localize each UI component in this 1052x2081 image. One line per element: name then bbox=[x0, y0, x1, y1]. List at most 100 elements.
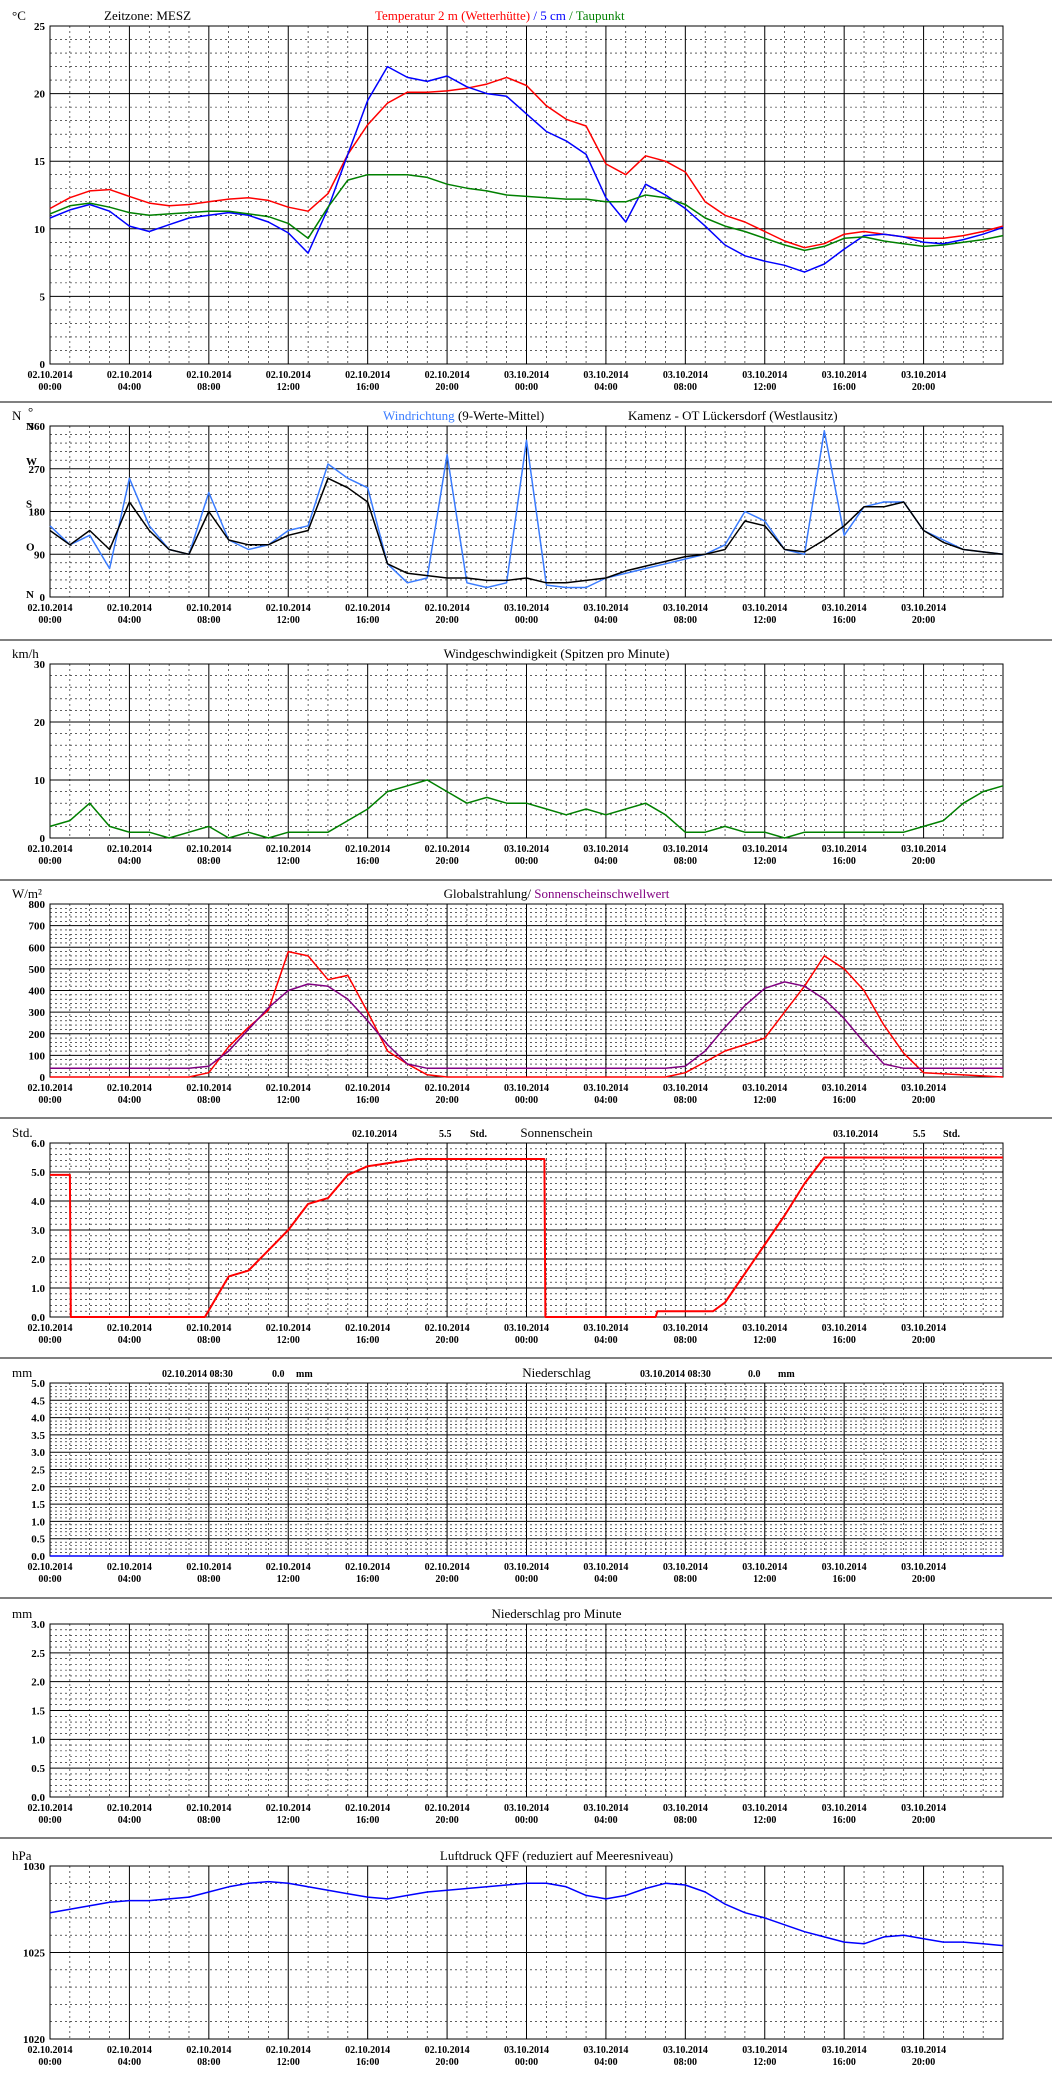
chart-title: Niederschlag bbox=[522, 1365, 591, 1380]
unit-label: mm bbox=[12, 1365, 32, 1380]
y-tick-label: 700 bbox=[29, 921, 46, 933]
y-tick-label: 25 bbox=[34, 21, 46, 33]
x-tick-date: 02.10.2014 bbox=[107, 2045, 152, 2056]
x-tick-time: 04:00 bbox=[594, 1095, 617, 1106]
x-tick-date: 03.10.2014 bbox=[583, 1323, 628, 1334]
x-tick-date: 03.10.2014 bbox=[663, 1562, 708, 1573]
x-tick-date: 03.10.2014 bbox=[742, 844, 787, 855]
y-tick-label: 10 bbox=[34, 224, 46, 236]
unit-degree: ° bbox=[28, 404, 33, 419]
chart-title: Niederschlag pro Minute bbox=[492, 1606, 622, 1621]
x-tick-date: 03.10.2014 bbox=[583, 1562, 628, 1573]
x-tick-date: 03.10.2014 bbox=[583, 603, 628, 614]
x-tick-date: 03.10.2014 bbox=[583, 2045, 628, 2056]
x-tick-date: 02.10.2014 bbox=[28, 844, 73, 855]
x-tick-time: 08:00 bbox=[197, 1815, 220, 1826]
x-tick-date: 02.10.2014 bbox=[186, 1803, 231, 1814]
x-tick-time: 04:00 bbox=[118, 1815, 141, 1826]
x-tick-date: 02.10.2014 bbox=[186, 844, 231, 855]
x-tick-date: 02.10.2014 bbox=[345, 603, 390, 614]
x-tick-date: 03.10.2014 bbox=[504, 844, 549, 855]
x-tick-date: 02.10.2014 bbox=[425, 603, 470, 614]
x-tick-time: 04:00 bbox=[118, 615, 141, 626]
y-tick-label: 3.5 bbox=[31, 1430, 45, 1442]
x-tick-time: 20:00 bbox=[435, 856, 458, 867]
annotation-value: 0.0 bbox=[748, 1369, 761, 1380]
x-tick-date: 02.10.2014 bbox=[345, 844, 390, 855]
x-tick-time: 04:00 bbox=[594, 382, 617, 393]
x-tick-date: 02.10.2014 bbox=[425, 844, 470, 855]
y-tick-label: 1025 bbox=[23, 1948, 46, 1960]
y-tick-label: 0 bbox=[40, 359, 46, 371]
x-tick-date: 02.10.2014 bbox=[266, 1323, 311, 1334]
x-tick-time: 08:00 bbox=[674, 615, 697, 626]
x-tick-date: 03.10.2014 bbox=[583, 1803, 628, 1814]
x-tick-date: 02.10.2014 bbox=[345, 1562, 390, 1573]
y-tick-label: 15 bbox=[34, 156, 46, 168]
x-tick-date: 03.10.2014 bbox=[663, 844, 708, 855]
x-tick-date: 02.10.2014 bbox=[425, 370, 470, 381]
chart-title: Luftdruck QFF (reduziert auf Meeresnivea… bbox=[440, 1848, 673, 1863]
x-tick-time: 20:00 bbox=[912, 1335, 935, 1346]
x-tick-time: 12:00 bbox=[753, 1574, 776, 1585]
x-tick-time: 00:00 bbox=[515, 1574, 538, 1585]
chart-title: Windrichtung (9-Werte-Mittel) bbox=[383, 408, 544, 423]
compass-label: S bbox=[26, 499, 32, 511]
y-tick-label: 2.5 bbox=[31, 1648, 45, 1660]
y-tick-label: 20 bbox=[34, 717, 46, 729]
x-tick-date: 02.10.2014 bbox=[345, 370, 390, 381]
x-tick-time: 20:00 bbox=[912, 2057, 935, 2068]
y-tick-label: 100 bbox=[29, 1050, 46, 1062]
annotation-unit: Std. bbox=[470, 1129, 487, 1140]
x-tick-time: 20:00 bbox=[435, 615, 458, 626]
x-tick-time: 04:00 bbox=[118, 382, 141, 393]
x-tick-time: 04:00 bbox=[118, 1095, 141, 1106]
station-title: Kamenz - OT Lückersdorf (Westlausitz) bbox=[628, 408, 838, 423]
x-tick-date: 03.10.2014 bbox=[901, 603, 946, 614]
x-tick-time: 00:00 bbox=[38, 1574, 61, 1585]
compass-label: W bbox=[26, 456, 37, 468]
x-tick-date: 03.10.2014 bbox=[504, 1562, 549, 1573]
x-tick-time: 00:00 bbox=[515, 382, 538, 393]
x-tick-date: 03.10.2014 bbox=[663, 370, 708, 381]
x-tick-time: 16:00 bbox=[356, 1095, 379, 1106]
y-tick-label: 400 bbox=[29, 986, 46, 998]
x-tick-time: 12:00 bbox=[277, 1335, 300, 1346]
x-tick-time: 08:00 bbox=[674, 1574, 697, 1585]
unit-label: km/h bbox=[12, 646, 39, 661]
x-tick-date: 02.10.2014 bbox=[186, 603, 231, 614]
x-tick-time: 04:00 bbox=[594, 1574, 617, 1585]
annotation-date: 03.10.2014 bbox=[833, 1129, 878, 1140]
plot-frame bbox=[49, 1865, 1004, 2040]
x-tick-time: 12:00 bbox=[277, 1574, 300, 1585]
x-tick-date: 02.10.2014 bbox=[28, 1083, 73, 1094]
x-tick-time: 16:00 bbox=[356, 615, 379, 626]
x-tick-time: 20:00 bbox=[912, 1574, 935, 1585]
temperature-chart: 0 5 10 15 20 25 °C Zeitzone: MESZ Temperatur 2 m… bbox=[0, 8, 1052, 403]
x-tick-time: 08:00 bbox=[674, 856, 697, 867]
y-tick-label: 3.0 bbox=[31, 1619, 45, 1631]
x-tick-date: 02.10.2014 bbox=[28, 1562, 73, 1573]
x-tick-time: 12:00 bbox=[277, 1095, 300, 1106]
x-tick-date: 02.10.2014 bbox=[345, 2045, 390, 2056]
y-tick-label: 3.0 bbox=[31, 1225, 45, 1237]
x-tick-date: 02.10.2014 bbox=[186, 1083, 231, 1094]
x-tick-date: 02.10.2014 bbox=[266, 1083, 311, 1094]
x-tick-time: 00:00 bbox=[38, 856, 61, 867]
series-radiation-0 bbox=[50, 950, 1004, 1078]
y-tick-label: 0 bbox=[40, 833, 46, 845]
x-tick-date: 03.10.2014 bbox=[901, 370, 946, 381]
x-tick-date: 03.10.2014 bbox=[504, 1803, 549, 1814]
y-tick-label: 6.0 bbox=[31, 1138, 45, 1150]
y-tick-label: 500 bbox=[29, 964, 46, 976]
x-tick-date: 02.10.2014 bbox=[28, 370, 73, 381]
x-tick-time: 04:00 bbox=[118, 856, 141, 867]
x-tick-date: 02.10.2014 bbox=[107, 1803, 152, 1814]
x-tick-date: 02.10.2014 bbox=[28, 603, 73, 614]
y-tick-label: 5.0 bbox=[31, 1378, 45, 1390]
y-tick-label: 2.0 bbox=[31, 1254, 45, 1266]
x-tick-time: 12:00 bbox=[753, 615, 776, 626]
